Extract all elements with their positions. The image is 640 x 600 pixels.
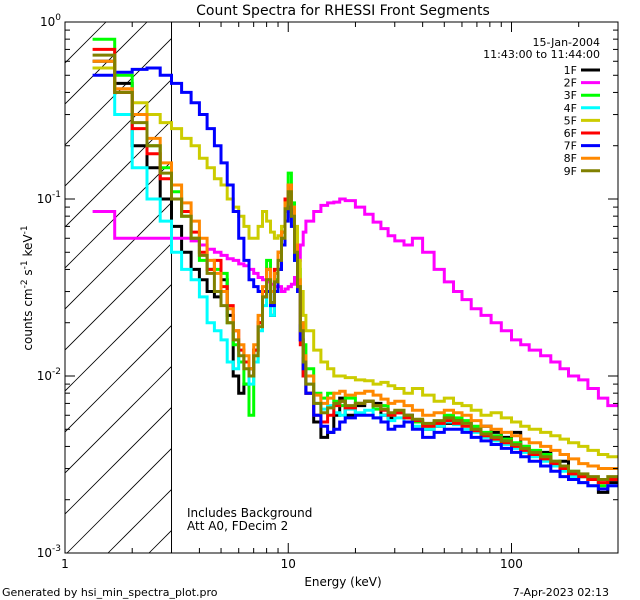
legend-label-3F: 3F bbox=[564, 89, 577, 102]
series-line-5F bbox=[92, 66, 618, 459]
x-tick-label: 100 bbox=[500, 557, 523, 571]
y-tick-label: 10-1 bbox=[37, 190, 61, 206]
hatch-line bbox=[65, 201, 172, 310]
chart-title: Count Spectra for RHESSI Front Segments bbox=[196, 3, 490, 19]
legend-label-7F: 7F bbox=[564, 140, 577, 153]
series-line-3F bbox=[92, 37, 618, 488]
annotation-background: Includes Background bbox=[187, 506, 312, 520]
hatched-region bbox=[65, 22, 172, 553]
y-tick-label: 10-3 bbox=[37, 544, 61, 560]
legend-label-2F: 2F bbox=[564, 77, 577, 90]
hatch-line bbox=[66, 447, 172, 553]
hatch-line bbox=[65, 37, 172, 146]
annotation-attenuator: Att A0, FDecim 2 bbox=[187, 519, 288, 533]
hatch-line bbox=[65, 283, 172, 392]
y-tick-label: 10-2 bbox=[37, 367, 61, 383]
series-line-2F bbox=[92, 197, 618, 408]
legend-label-8F: 8F bbox=[564, 152, 577, 165]
x-axis-label: Energy (keV) bbox=[304, 575, 381, 589]
y-tick-label: 100 bbox=[40, 13, 61, 29]
hatch-line bbox=[65, 22, 66, 23]
legend-label-4F: 4F bbox=[564, 102, 577, 115]
footer-timestamp: 7-Apr-2023 02:13 bbox=[513, 586, 609, 599]
footer-generated-by: Generated by hsi_min_spectra_plot.pro bbox=[2, 586, 218, 599]
hatch-line bbox=[65, 242, 172, 351]
date-label: 15-Jan-2004 bbox=[533, 36, 601, 49]
legend-label-9F: 9F bbox=[564, 165, 577, 178]
hatch-line bbox=[65, 406, 172, 515]
x-axis: 1 10 100 bbox=[61, 22, 619, 571]
legend-label-5F: 5F bbox=[564, 114, 577, 127]
y-axis: 100 10-1 10-2 10-3 bbox=[37, 13, 618, 560]
hatch-line bbox=[65, 22, 107, 64]
plot-frame bbox=[64, 21, 619, 554]
time-range-label: 11:43:00 to 11:44:00 bbox=[483, 48, 600, 61]
hatch-line bbox=[65, 365, 172, 474]
y-axis-label: counts cm-2 s-1 keV-1 bbox=[20, 225, 35, 350]
x-tick-label: 10 bbox=[281, 557, 296, 571]
legend-label-1F: 1F bbox=[564, 64, 577, 77]
series-layer bbox=[92, 37, 618, 494]
x-tick-label: 1 bbox=[61, 557, 69, 571]
series-line-9F bbox=[92, 53, 618, 481]
legend-label-6F: 6F bbox=[564, 127, 577, 140]
hatch-line bbox=[65, 324, 172, 433]
hatch-line bbox=[65, 78, 172, 187]
